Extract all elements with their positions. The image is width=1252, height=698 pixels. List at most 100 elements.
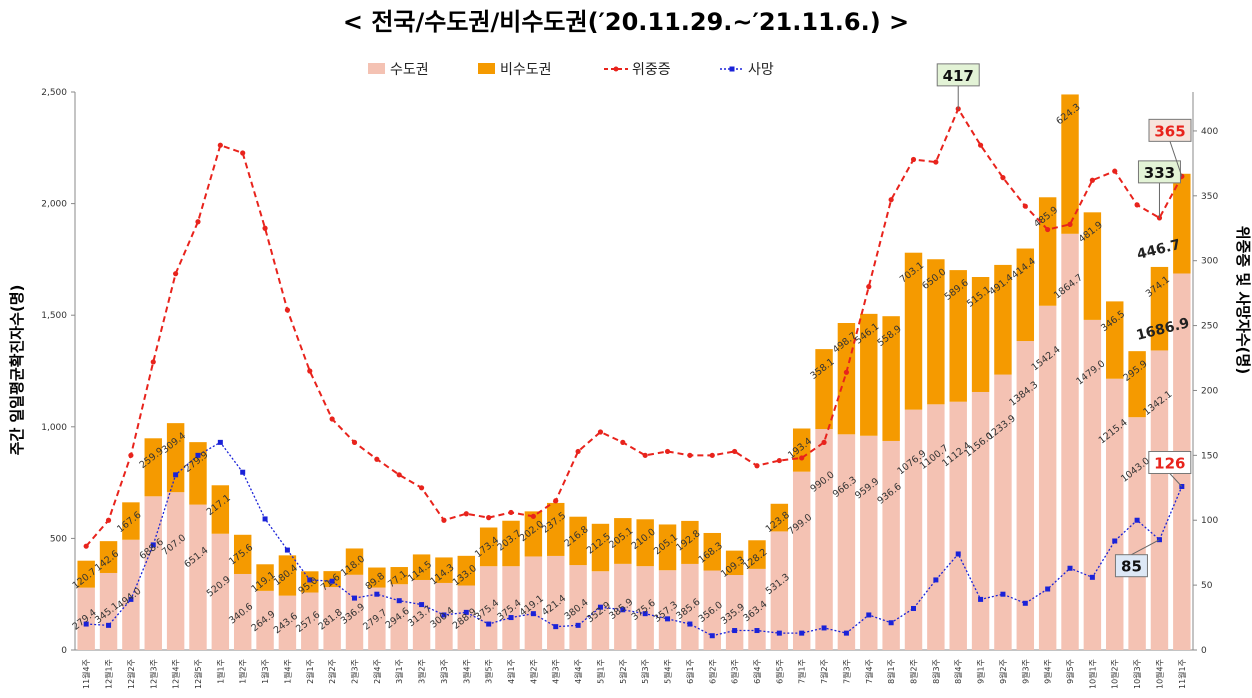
x-tick-label: 10월2주: [1110, 659, 1120, 689]
point-severe: [933, 159, 939, 165]
point-severe: [329, 416, 335, 422]
x-tick-label: 1월2주: [238, 659, 248, 684]
x-tick-label: 10월1주: [1087, 659, 1097, 689]
point-death: [709, 633, 715, 639]
x-tick-label: 6월3주: [730, 659, 740, 684]
bar-capital: [99, 572, 118, 650]
point-severe: [664, 448, 671, 455]
x-tick-label: 9월3주: [1020, 659, 1030, 684]
point-severe: [240, 150, 246, 156]
point-severe: [843, 369, 850, 375]
x-tick-label: 12월3주: [148, 659, 158, 689]
point-severe: [732, 448, 738, 455]
legend-swatch-noncapital: [478, 63, 495, 74]
x-tick-label: 4월4주: [573, 659, 583, 684]
x-tick-label: 5월2주: [618, 659, 628, 684]
x-tick-label: 3월3주: [439, 659, 449, 684]
bar-capital: [636, 566, 654, 650]
x-tick-label: 2월4주: [372, 659, 382, 684]
point-death: [754, 628, 760, 634]
point-death: [1134, 517, 1140, 523]
bar-capital: [815, 429, 833, 650]
bar-noncapital: [748, 540, 766, 569]
point-death: [799, 630, 805, 636]
x-tick-label: 3월4주: [461, 659, 471, 684]
x-tick-label: 7월1주: [797, 659, 807, 684]
point-death: [597, 604, 603, 610]
bar-noncapital: [368, 567, 386, 588]
bar-noncapital: [211, 485, 230, 534]
bar-capital: [122, 539, 140, 650]
bar-capital: [1038, 305, 1057, 650]
bar-capital: [681, 563, 699, 650]
legend-label-severe: 위중증: [632, 62, 671, 78]
callout-leader: [1131, 539, 1160, 556]
point-severe: [262, 225, 268, 231]
point-death: [106, 622, 112, 628]
bar-noncapital: [792, 428, 811, 472]
point-death: [642, 611, 648, 617]
point-severe: [284, 307, 291, 313]
bar-capital: [278, 595, 297, 650]
x-tick-label: 6월2주: [707, 659, 717, 684]
point-severe: [776, 457, 782, 464]
point-severe: [396, 472, 402, 478]
x-tick-label: 11월4주: [81, 659, 91, 689]
point-severe: [105, 517, 112, 523]
bar-noncapital: [725, 550, 744, 576]
bar-noncapital: [1061, 94, 1079, 234]
bar-capital: [1106, 378, 1124, 650]
y-left-tick-label: 2,500: [41, 88, 67, 98]
x-tick-label: 3월5주: [484, 659, 494, 684]
point-severe: [1089, 177, 1095, 183]
point-death: [732, 628, 738, 634]
x-tick-label: 12월4주: [171, 659, 181, 689]
point-severe: [1000, 175, 1006, 181]
x-tick-label: 5월1주: [595, 659, 605, 684]
bar-noncapital: [882, 316, 900, 441]
bar-noncapital: [815, 349, 833, 430]
y-axis-right-label: 위중증 및 사망자수(명): [1234, 226, 1252, 374]
y-axis-left-label: 주간 일일평균확진자수(명): [8, 285, 26, 456]
x-tick-label: 1월1주: [215, 659, 225, 684]
point-death: [128, 596, 134, 602]
x-tick-label: 2월1주: [305, 659, 315, 684]
callout-box: [936, 63, 980, 87]
point-severe: [620, 439, 626, 445]
bar-noncapital: [122, 502, 140, 540]
y-right-tick-label: 150: [1201, 451, 1218, 461]
point-death: [1089, 574, 1095, 580]
x-tick-label: 7월3주: [841, 659, 851, 684]
x-tick-label: 9월2주: [998, 659, 1008, 684]
point-death: [843, 630, 849, 636]
callout-label: 85: [1121, 558, 1142, 576]
bar-noncapital: [166, 423, 185, 493]
point-severe: [1022, 203, 1028, 209]
bar-noncapital: [1173, 173, 1191, 274]
bar-capital: [502, 566, 520, 650]
point-severe: [799, 455, 805, 461]
bar-noncapital: [1083, 212, 1102, 320]
bar-noncapital: [502, 520, 520, 567]
bar-capital: [1016, 341, 1035, 650]
chart-title: < 전국/수도권/비수도권(′20.11.29.~′21.11.6.) >: [343, 8, 909, 36]
x-tick-label: 2월2주: [327, 659, 337, 684]
line-severe: [85, 106, 1183, 547]
bar-capital: [860, 435, 878, 650]
bar-capital: [323, 587, 341, 650]
bar-noncapital: [591, 523, 610, 572]
bar-noncapital: [860, 313, 878, 436]
bar-noncapital: [233, 534, 252, 574]
callout-box: [1148, 118, 1192, 142]
x-tick-label: 3월1주: [394, 659, 404, 684]
bar-noncapital: [1038, 197, 1057, 306]
bar-capital: [614, 563, 632, 650]
point-severe: [1112, 168, 1118, 174]
bar-capital: [927, 404, 945, 650]
y-right-tick-label: 250: [1201, 322, 1218, 332]
x-tick-label: 7월4주: [864, 659, 874, 684]
x-tick-label: 8월4주: [953, 659, 963, 684]
point-death: [240, 469, 246, 475]
point-severe: [1134, 202, 1140, 208]
bar-noncapital: [837, 323, 856, 435]
